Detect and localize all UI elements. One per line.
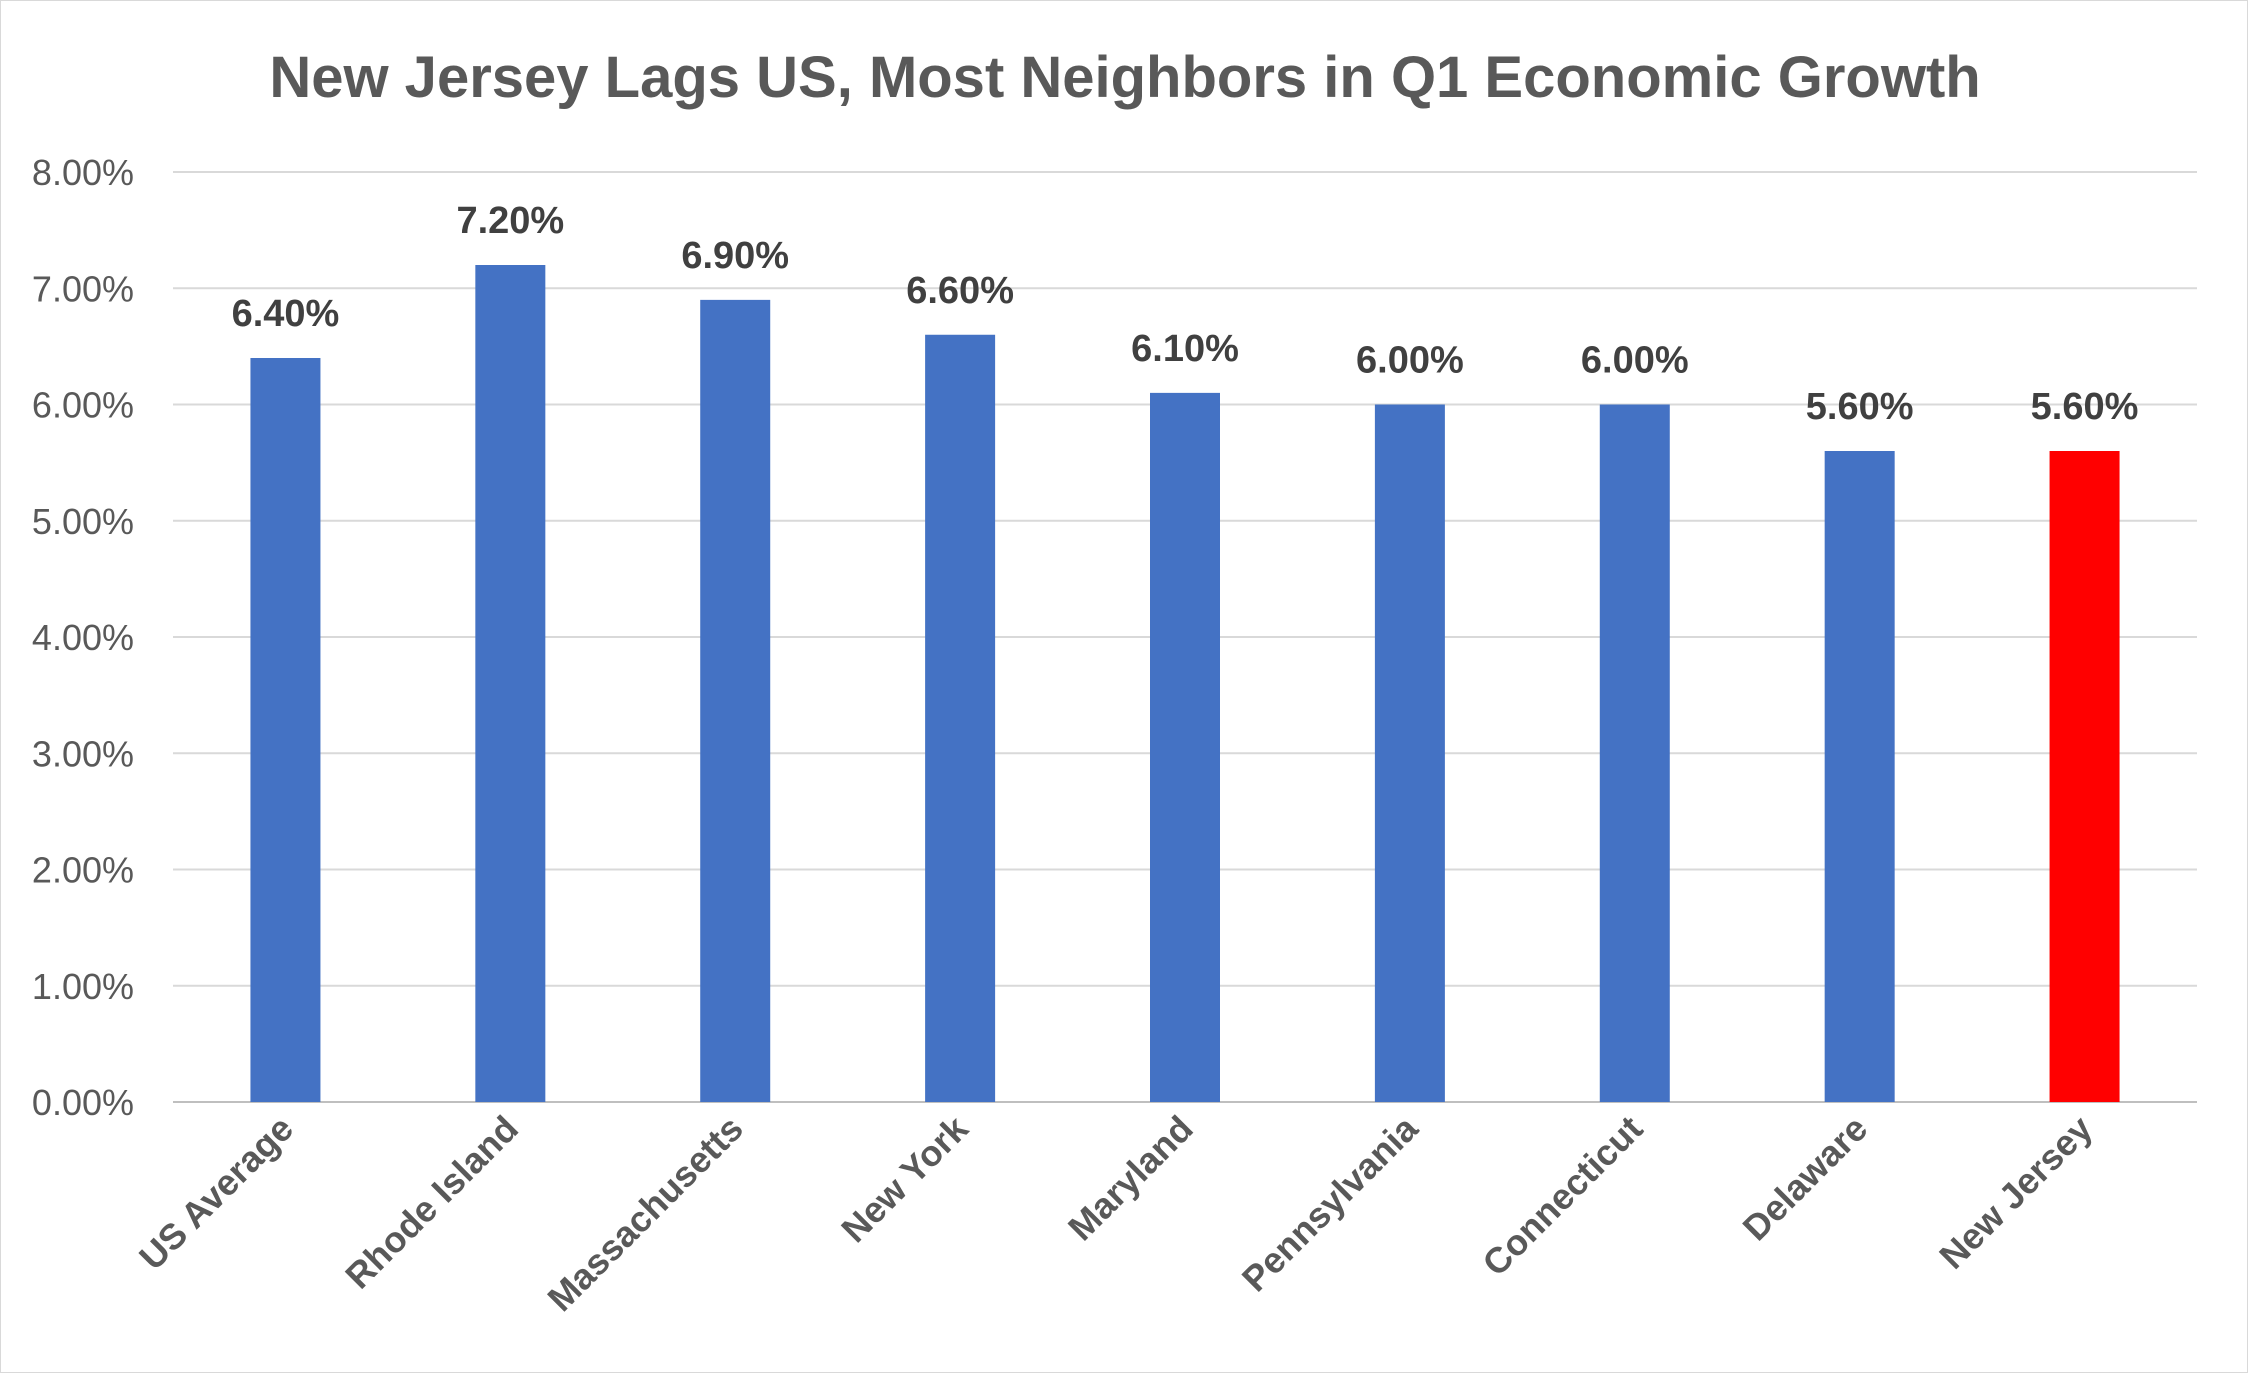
bar-pennsylvania [1374, 404, 1445, 1102]
x-tick-label: New Jersey [1931, 1108, 2100, 1277]
y-tick-label: 2.00% [32, 850, 134, 891]
data-labels: 6.40% 7.20% 6.90% 6.60% 6.10% 6.00% 6.00% 5.60%… [232, 200, 2139, 428]
data-label: 5.60% [1806, 386, 1914, 428]
x-tick-label: Massachusetts [539, 1108, 751, 1320]
x-tick-label: New York [833, 1107, 976, 1250]
y-tick-label: 7.00% [32, 268, 134, 309]
bar-massachusetts [700, 299, 771, 1102]
bar-us-average [250, 358, 321, 1102]
chart-title: New Jersey Lags US, Most Neighbors in Q1… [269, 45, 1980, 110]
x-tick-label: Pennsylvania [1234, 1107, 1426, 1299]
data-label: 6.10% [1131, 328, 1239, 370]
data-label: 7.20% [456, 200, 564, 242]
y-axis-tick-labels: 0.00% 1.00% 2.00% 3.00% 4.00% 5.00% 6.00% 7.00%… [32, 152, 134, 1123]
x-tick-label: Connecticut [1474, 1108, 1650, 1284]
bar-new-jersey [2049, 451, 2120, 1102]
y-tick-label: 1.00% [32, 966, 134, 1007]
x-axis-tick-labels: US Average Rhode Island Massachusetts New Y… [131, 1107, 2100, 1319]
y-tick-label: 6.00% [32, 385, 134, 426]
data-label: 6.60% [906, 270, 1014, 312]
y-tick-label: 5.00% [32, 501, 134, 542]
bars [250, 265, 2120, 1102]
x-tick-label: Delaware [1735, 1108, 1876, 1249]
data-label: 5.60% [2031, 386, 2139, 428]
y-tick-label: 4.00% [32, 617, 134, 658]
bar-connecticut [1599, 404, 1670, 1102]
y-tick-label: 0.00% [32, 1082, 134, 1123]
bar-maryland [1150, 392, 1220, 1102]
x-tick-label: Maryland [1060, 1108, 1201, 1249]
bar-delaware [1824, 451, 1895, 1102]
data-label: 6.00% [1581, 340, 1689, 382]
bar-rhode-island [475, 265, 546, 1102]
data-label: 6.90% [681, 235, 789, 277]
y-tick-label: 8.00% [32, 152, 134, 193]
y-tick-label: 3.00% [32, 733, 134, 774]
x-tick-label: US Average [131, 1108, 301, 1278]
data-label: 6.00% [1356, 340, 1464, 382]
data-label: 6.40% [232, 293, 340, 335]
x-tick-label: Rhode Island [337, 1108, 526, 1297]
bar-new-york [925, 334, 996, 1102]
